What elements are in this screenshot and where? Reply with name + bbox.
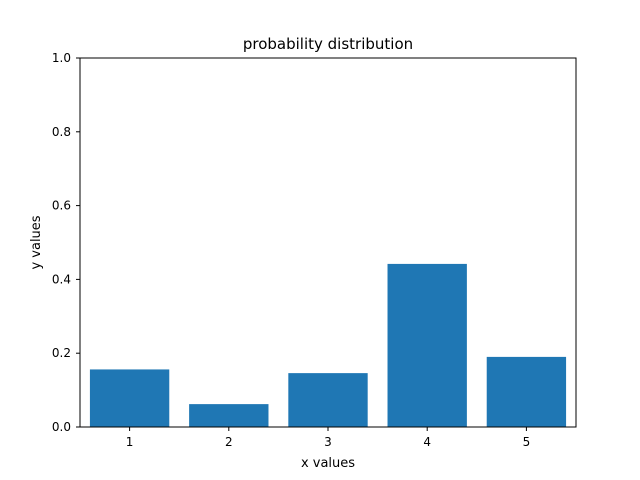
y-axis-ticks: 0.0 0.2 0.4 0.6 0.8 1.0 — [52, 51, 80, 434]
y-tick-label: 0.8 — [52, 125, 71, 139]
y-tick-label: 0.4 — [52, 272, 71, 286]
y-tick-label: 0.0 — [52, 420, 71, 434]
y-axis-label: y values — [29, 215, 44, 269]
bar-2 — [189, 404, 269, 427]
bar-3 — [288, 373, 368, 427]
x-axis-label: x values — [301, 456, 355, 471]
y-tick-label: 0.2 — [52, 346, 71, 360]
x-tick-label: 2 — [225, 435, 233, 449]
y-tick-label: 0.6 — [52, 199, 71, 213]
y-tick-label: 1.0 — [52, 51, 71, 65]
x-tick-label: 1 — [126, 435, 134, 449]
bars-group — [89, 263, 567, 427]
bar-4 — [387, 263, 467, 427]
x-tick-label: 3 — [324, 435, 332, 449]
chart-title: probability distribution — [243, 35, 413, 53]
x-axis-ticks: 1 2 3 4 5 — [126, 427, 530, 449]
bar-5 — [486, 356, 567, 427]
x-tick-label: 5 — [523, 435, 531, 449]
x-tick-label: 4 — [423, 435, 431, 449]
bar-1 — [89, 369, 170, 427]
